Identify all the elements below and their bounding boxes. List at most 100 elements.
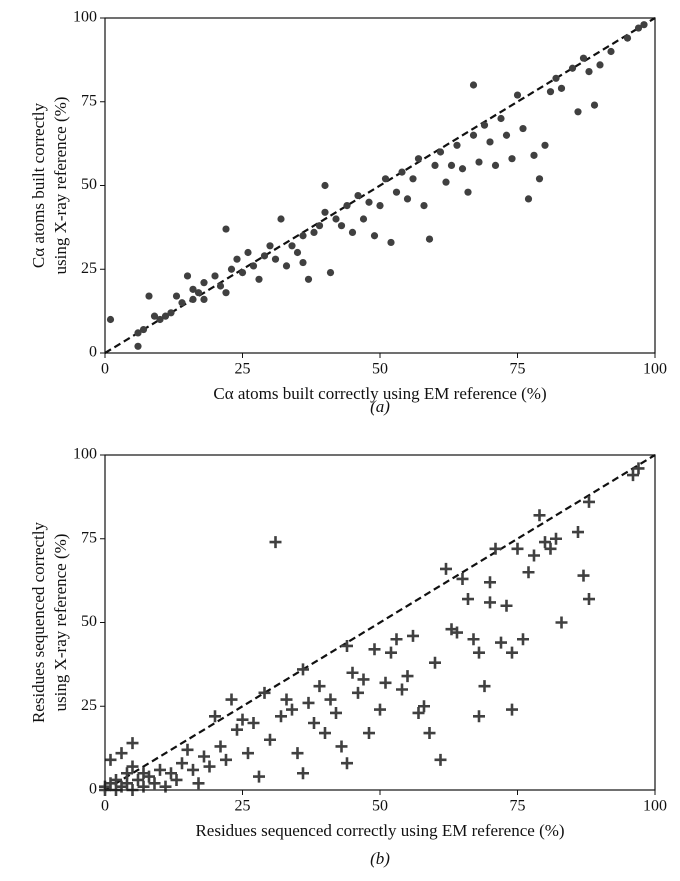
point — [429, 656, 441, 669]
point — [632, 462, 645, 475]
plot-frame — [104, 17, 656, 354]
point — [475, 158, 483, 166]
point — [506, 703, 518, 716]
point — [150, 312, 159, 320]
point — [143, 770, 155, 783]
point — [332, 215, 340, 223]
point — [577, 569, 590, 582]
point — [403, 195, 412, 203]
point — [297, 663, 309, 676]
point — [528, 549, 540, 562]
point — [458, 165, 467, 173]
point — [387, 238, 395, 247]
point — [374, 703, 386, 716]
point — [266, 242, 274, 250]
point — [321, 208, 329, 216]
panel-label: (b) — [370, 849, 390, 868]
point — [271, 255, 280, 263]
point — [126, 760, 139, 773]
y-tick-label: 25 — [81, 260, 97, 277]
point — [200, 279, 208, 287]
point — [467, 633, 480, 646]
point — [469, 81, 478, 89]
point — [385, 646, 397, 659]
point — [211, 272, 219, 280]
point — [104, 753, 117, 766]
point — [220, 753, 232, 766]
y-tick-label: 75 — [81, 92, 97, 109]
point — [484, 596, 496, 609]
point — [335, 740, 348, 753]
point — [343, 202, 351, 210]
point — [264, 733, 276, 746]
point — [321, 181, 329, 190]
y-tick-label: 50 — [81, 176, 97, 193]
point — [502, 131, 511, 139]
point — [539, 536, 551, 549]
point — [200, 295, 208, 303]
point — [233, 255, 241, 263]
point — [121, 767, 133, 780]
point — [541, 141, 549, 149]
point — [590, 101, 599, 109]
x-tick-label: 0 — [101, 361, 109, 378]
point — [198, 750, 210, 763]
point — [214, 740, 227, 753]
point — [110, 773, 122, 786]
x-axis-label: Cα atoms built correctly using EM refere… — [213, 384, 546, 403]
point — [464, 188, 472, 196]
point — [222, 225, 230, 233]
point — [495, 636, 507, 649]
point — [462, 593, 474, 606]
point — [412, 706, 425, 719]
y-tick-label: 25 — [81, 697, 97, 714]
y-tick-label: 0 — [89, 781, 97, 798]
point — [414, 155, 423, 163]
x-tick-label: 100 — [643, 798, 667, 815]
point — [288, 242, 296, 250]
point — [634, 24, 643, 32]
point — [423, 727, 436, 740]
point — [550, 532, 562, 545]
point — [244, 248, 252, 257]
point — [238, 269, 247, 277]
y-tick-label: 50 — [81, 613, 97, 630]
point — [282, 262, 291, 270]
point — [145, 292, 153, 300]
point — [181, 743, 194, 756]
point — [392, 188, 401, 196]
point — [161, 312, 170, 320]
point — [607, 47, 615, 56]
point — [159, 780, 172, 793]
y-axis-label: Cα atoms built correctly — [29, 102, 48, 268]
point — [308, 717, 320, 729]
point — [106, 315, 115, 324]
x-tick-label: 0 — [101, 798, 109, 815]
point — [260, 252, 269, 260]
point — [253, 770, 265, 783]
point — [363, 727, 375, 740]
point — [222, 289, 230, 297]
point — [484, 576, 496, 589]
point — [337, 222, 346, 230]
point — [236, 713, 249, 726]
point — [258, 686, 271, 699]
point — [398, 168, 406, 176]
point — [379, 676, 392, 689]
point — [596, 61, 604, 69]
point — [275, 710, 287, 723]
point — [187, 763, 199, 776]
point — [167, 309, 175, 317]
point — [132, 773, 144, 786]
point — [396, 683, 408, 696]
point — [341, 639, 353, 652]
point — [627, 469, 639, 482]
point — [491, 161, 500, 169]
x-tick-label: 50 — [372, 798, 388, 815]
point — [508, 155, 516, 163]
point — [242, 747, 254, 760]
point — [286, 703, 298, 716]
point — [447, 161, 456, 169]
point — [324, 693, 337, 706]
point — [473, 710, 485, 723]
